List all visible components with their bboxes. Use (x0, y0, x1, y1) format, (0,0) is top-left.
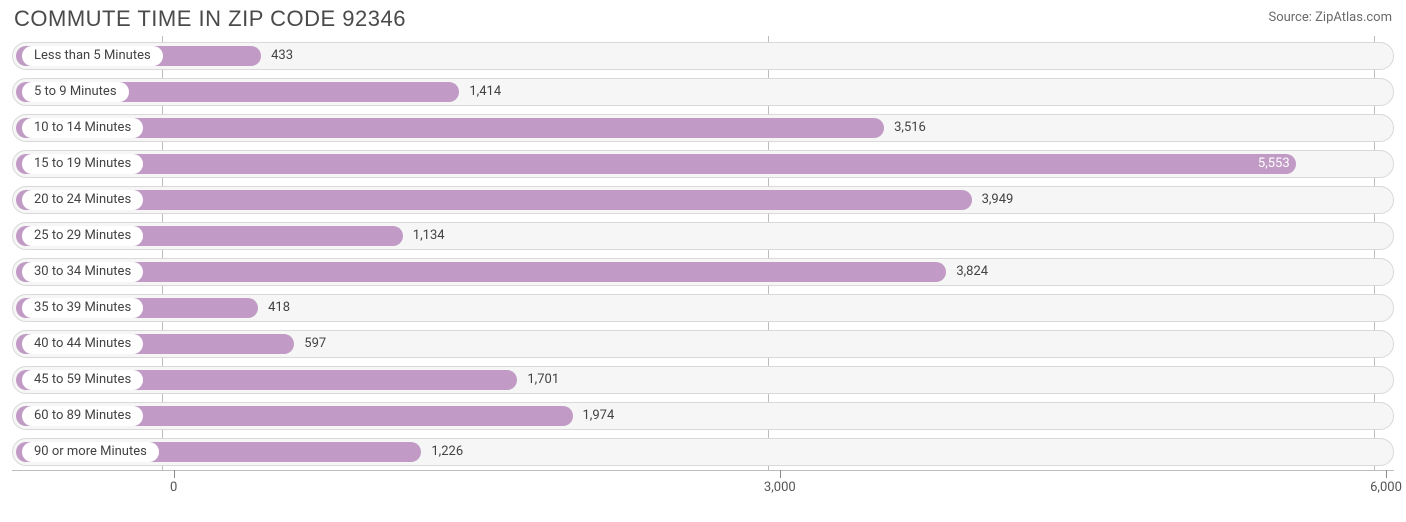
bar-row: 90 or more Minutes 1,226 (12, 434, 1394, 470)
category-label: 5 to 9 Minutes (22, 82, 129, 102)
value-label: 1,226 (431, 442, 463, 462)
value-label: 1,974 (583, 406, 615, 426)
axis-tick-label: 3,000 (764, 480, 796, 495)
bar-row: 45 to 59 Minutes 1,701 (12, 362, 1394, 398)
axis-tick (174, 470, 175, 478)
bar-row: Less than 5 Minutes 433 (12, 38, 1394, 74)
category-label: 40 to 44 Minutes (22, 334, 143, 354)
bar-row: 15 to 19 Minutes 5,553 (12, 146, 1394, 182)
value-label: 1,134 (413, 226, 445, 246)
bar-row: 5 to 9 Minutes 1,414 (12, 74, 1394, 110)
axis-tick (1386, 470, 1387, 478)
bar (16, 118, 884, 138)
value-label: 597 (304, 334, 326, 354)
bar-row: 25 to 29 Minutes 1,134 (12, 218, 1394, 254)
bar (16, 154, 1296, 174)
bar-row: 20 to 24 Minutes 3,949 (12, 182, 1394, 218)
axis-tick-label: 0 (170, 480, 177, 495)
chart-source: Source: ZipAtlas.com (1268, 6, 1392, 25)
value-label: 1,414 (469, 82, 501, 102)
value-label: 3,949 (982, 190, 1014, 210)
value-label: 3,824 (956, 262, 988, 282)
category-label: 90 or more Minutes (22, 442, 159, 462)
value-label: 3,516 (894, 118, 926, 138)
category-label: 25 to 29 Minutes (22, 226, 143, 246)
value-label: 433 (271, 46, 293, 66)
category-label: 20 to 24 Minutes (22, 190, 143, 210)
bar-row: 60 to 89 Minutes 1,974 (12, 398, 1394, 434)
value-label: 5,553 (1258, 154, 1290, 174)
category-label: 45 to 59 Minutes (22, 370, 143, 390)
x-axis: 03,0006,000 (12, 470, 1394, 510)
chart-header: COMMUTE TIME IN ZIP CODE 92346 Source: Z… (0, 0, 1406, 36)
bar-row: 30 to 34 Minutes 3,824 (12, 254, 1394, 290)
value-label: 418 (268, 298, 290, 318)
chart-plot-area: Less than 5 Minutes 433 5 to 9 Minutes 1,41… (0, 36, 1406, 470)
bar (16, 190, 972, 210)
bar-row: 10 to 14 Minutes 3,516 (12, 110, 1394, 146)
category-label: Less than 5 Minutes (22, 46, 163, 66)
category-label: 30 to 34 Minutes (22, 262, 143, 282)
category-label: 35 to 39 Minutes (22, 298, 143, 318)
bar (16, 262, 946, 282)
axis-tick-label: 6,000 (1370, 480, 1402, 495)
value-label: 1,701 (527, 370, 559, 390)
category-label: 10 to 14 Minutes (22, 118, 143, 138)
category-label: 15 to 19 Minutes (22, 154, 143, 174)
bar-row: 40 to 44 Minutes 597 (12, 326, 1394, 362)
category-label: 60 to 89 Minutes (22, 406, 143, 426)
bar-row: 35 to 39 Minutes 418 (12, 290, 1394, 326)
axis-tick (780, 470, 781, 478)
x-axis-line (12, 470, 1394, 471)
chart-title: COMMUTE TIME IN ZIP CODE 92346 (14, 6, 406, 32)
